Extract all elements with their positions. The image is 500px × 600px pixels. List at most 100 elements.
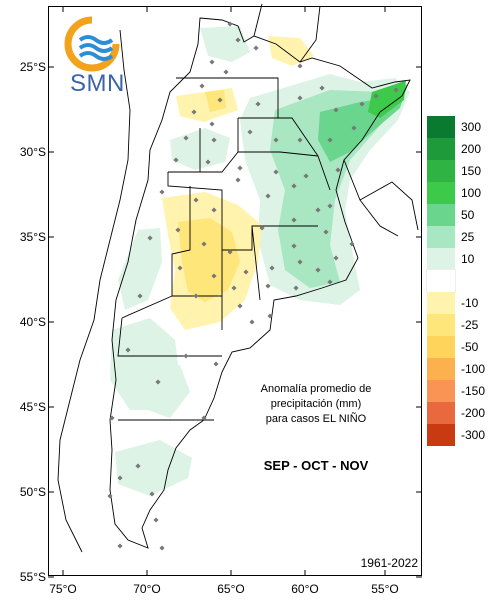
annotation-line: para casos EL NIÑO	[265, 413, 367, 425]
legend-label: 25	[461, 230, 475, 244]
station-marker	[193, 197, 199, 203]
station-marker	[243, 269, 249, 275]
annotation-line: Anomalía promedio de	[260, 383, 372, 395]
station-marker	[231, 285, 237, 291]
station-marker	[177, 265, 183, 271]
legend-swatch	[427, 292, 455, 314]
legend-entry: 10	[427, 248, 497, 270]
legend-swatch	[427, 248, 455, 270]
lon-tick-label: 55°O	[371, 582, 398, 596]
station-marker	[227, 249, 233, 255]
station-marker	[223, 69, 229, 75]
lat-tick-label: 35°S	[20, 230, 46, 244]
station-marker	[201, 415, 207, 421]
legend-entry: -25	[427, 314, 497, 336]
station-marker	[253, 45, 259, 51]
annotation-line: precipitación (mm)	[270, 398, 362, 410]
legend-swatch	[427, 380, 455, 402]
station-marker	[291, 217, 297, 223]
legend-entry: 25	[427, 226, 497, 248]
station-marker	[175, 227, 181, 233]
smn-sun-wave-icon	[64, 16, 120, 72]
station-marker	[205, 159, 211, 165]
station-marker	[159, 189, 165, 195]
station-marker	[199, 83, 205, 89]
legend-swatch	[427, 314, 455, 336]
lat-tick-label: 45°S	[20, 400, 46, 414]
station-marker	[265, 193, 271, 199]
legend-swatch	[427, 358, 455, 380]
station-marker	[291, 183, 297, 189]
station-marker	[349, 241, 355, 247]
station-marker	[135, 463, 141, 469]
legend-label: -25	[461, 318, 479, 332]
station-marker	[149, 491, 155, 497]
legend-entry: -50	[427, 336, 497, 358]
legend-label: -10	[461, 296, 479, 310]
lon-tick-label: 75°O	[49, 582, 76, 596]
smn-logo-text: SMN	[70, 70, 125, 97]
legend-label: -200	[461, 406, 486, 420]
legend-label: -300	[461, 428, 486, 442]
legend-label: -100	[461, 362, 486, 376]
dry-region-north	[268, 36, 314, 66]
station-marker	[211, 207, 217, 213]
station-marker	[173, 157, 179, 163]
legend-label: -150	[461, 384, 486, 398]
latitude-ticks: 25°S 30°S 35°S 40°S 45°S 50°S 55°S	[20, 60, 422, 584]
legend-entry: -150	[427, 380, 497, 402]
station-marker	[211, 273, 217, 279]
lon-tick-label: 65°O	[217, 582, 244, 596]
legend-entry: -10	[427, 292, 497, 314]
lat-tick-label: 50°S	[20, 485, 46, 499]
station-marker	[273, 137, 279, 143]
station-marker	[155, 379, 161, 385]
station-marker	[333, 255, 339, 261]
wet-region-northwest	[200, 26, 250, 62]
legend-label: 10	[461, 252, 475, 266]
legend-entry	[426, 269, 497, 293]
station-marker	[201, 241, 207, 247]
station-marker	[327, 279, 333, 285]
longitude-ticks: 75°O 70°O 65°O 60°O 55°O	[49, 6, 399, 596]
station-marker	[297, 63, 303, 69]
legend-entry: 50	[427, 204, 497, 226]
station-marker	[267, 313, 273, 319]
station-marker	[137, 293, 143, 299]
smn-logo	[62, 14, 138, 104]
legend-label: 100	[461, 186, 482, 200]
legend-swatch	[427, 116, 455, 138]
wet-region-northeast-25	[270, 88, 400, 288]
station-marker	[259, 225, 265, 231]
station-marker	[183, 135, 189, 141]
station-marker	[247, 129, 253, 135]
chile-coast	[57, 29, 131, 553]
station-marker	[297, 259, 303, 265]
lat-tick-label: 40°S	[20, 315, 46, 329]
legend-entry: -200	[427, 402, 497, 424]
wet-region-chubut	[148, 365, 190, 418]
legend-swatch	[426, 269, 456, 293]
station-marker	[183, 353, 189, 359]
station-marker	[291, 243, 297, 249]
legend-swatch	[427, 160, 455, 182]
lat-tick-label: 25°S	[20, 60, 46, 74]
station-marker	[107, 493, 113, 499]
legend-swatch	[427, 226, 455, 248]
station-marker	[159, 545, 165, 551]
legend-entry: 300	[427, 116, 497, 138]
station-marker	[293, 285, 299, 291]
legend-entry: -100	[427, 358, 497, 380]
legend-swatch	[427, 336, 455, 358]
station-marker	[117, 543, 123, 549]
map-annotation: Anomalía promedio de precipitación (mm) …	[232, 382, 400, 427]
legend-entry: -300	[427, 424, 497, 446]
lon-tick-label: 60°O	[291, 582, 318, 596]
wet-region-santa-cruz	[115, 440, 192, 496]
lat-tick-label: 30°S	[20, 145, 46, 159]
brazil-uruguay-border	[343, 159, 419, 237]
legend-label: 300	[461, 120, 482, 134]
station-marker	[209, 121, 215, 127]
station-marker	[265, 283, 271, 289]
